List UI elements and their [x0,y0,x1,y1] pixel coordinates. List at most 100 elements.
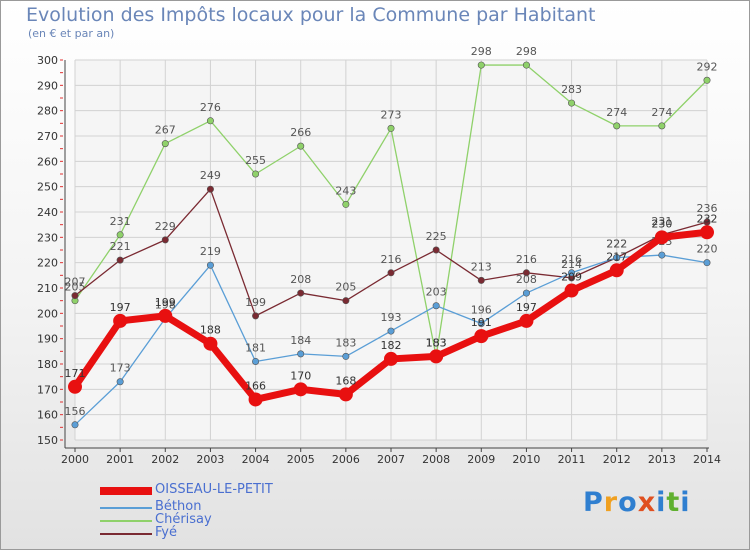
data-label-oisseau-le-petit: 197 [516,301,537,314]
data-point-oisseau-le-petit [203,336,218,351]
data-label-cherisay: 231 [110,215,131,228]
data-point-oisseau-le-petit [609,263,624,278]
data-label-cherisay: 205 [65,281,86,294]
data-point-bethon [71,421,79,429]
legend-swatch [100,533,152,535]
x-tick-label: 2013 [648,453,676,466]
data-label-cherisay: 266 [290,126,311,139]
data-point-bethon [206,261,214,269]
data-label-fye: 213 [471,260,492,273]
logo-letter: t [666,487,681,518]
data-label-cherisay: 267 [155,124,176,137]
data-label-oisseau-le-petit: 217 [606,250,627,263]
y-tick-label: 150 [37,434,58,447]
data-point-bethon [387,327,395,335]
chart-subtitle: (en € et par an) [28,27,115,40]
data-point-bethon [342,352,350,360]
y-tick-label: 220 [37,257,58,270]
y-tick-label: 260 [37,155,58,168]
data-point-cherisay [116,231,124,239]
data-label-fye: 214 [561,258,582,271]
data-point-bethon [477,319,485,327]
data-point-oisseau-le-petit [564,283,579,298]
data-point-fye [161,236,169,244]
data-label-fye: 205 [335,281,356,294]
data-point-fye [252,312,260,320]
data-label-fye: 208 [290,273,311,286]
data-point-bethon [658,251,666,259]
logo-letter: r [603,487,619,518]
x-tick-label: 2014 [693,453,721,466]
data-label-bethon: 222 [606,238,627,251]
y-tick-label: 280 [37,105,58,118]
data-label-fye: 221 [110,240,131,253]
data-point-oisseau-le-petit [113,313,128,328]
y-tick-label: 160 [37,409,58,422]
y-tick-label: 270 [37,130,58,143]
data-point-cherisay [297,142,305,150]
data-label-oisseau-le-petit: 209 [561,271,582,284]
data-label-fye: 249 [200,169,221,182]
data-label-bethon: 203 [426,286,447,299]
data-point-cherisay [342,200,350,208]
data-point-oisseau-le-petit [293,382,308,397]
data-point-cherisay [703,76,711,84]
x-tick-label: 2000 [61,453,89,466]
data-label-bethon: 196 [471,303,492,316]
data-label-fye: 207 [65,276,86,289]
data-point-oisseau-le-petit [68,379,82,394]
data-point-cherisay [387,124,395,132]
y-tick-label: 250 [37,181,58,194]
data-point-cherisay [206,117,214,125]
data-label-oisseau-le-petit: 191 [471,316,492,329]
data-point-cherisay [252,170,260,178]
data-point-oisseau-le-petit [338,387,353,402]
x-tick-label: 2003 [196,453,224,466]
legend-label: Béthon [155,499,202,514]
data-point-oisseau-le-petit [700,225,714,240]
data-label-fye: 199 [245,296,266,309]
data-point-fye [297,289,305,297]
legend-swatch [100,507,152,509]
data-point-cherisay [658,122,666,130]
data-label-oisseau-le-petit: 230 [651,217,672,230]
data-point-bethon [703,259,711,267]
data-label-fye: 229 [155,220,176,233]
data-label-oisseau-le-petit: 232 [697,212,718,225]
data-point-fye [387,269,395,277]
logo-letter: P [583,487,604,518]
data-point-oisseau-le-petit [519,313,534,328]
data-point-cherisay [477,61,485,69]
y-tick-label: 190 [37,333,58,346]
data-point-fye [206,185,214,193]
y-tick-label: 200 [37,307,58,320]
data-point-oisseau-le-petit [384,351,398,366]
data-label-bethon: 208 [516,273,537,286]
logo-letter: o [618,487,638,518]
y-tick-label: 170 [37,383,58,396]
data-point-fye [522,269,530,277]
x-tick-label: 2006 [332,453,360,466]
data-label-cherisay: 273 [381,108,402,121]
data-label-bethon: 156 [65,405,86,418]
data-label-fye: 216 [381,253,402,266]
y-tick-label: 240 [37,206,58,219]
legend-label: Fyé [155,525,177,540]
legend-label: OISSEAU-LE-PETIT [155,482,273,497]
data-point-fye [342,297,350,305]
y-tick-label: 210 [37,282,58,295]
data-label-bethon: 219 [200,245,221,258]
y-tick-label: 180 [37,358,58,371]
data-label-cherisay: 243 [335,184,356,197]
data-point-oisseau-le-petit [654,230,669,245]
data-point-bethon [522,289,530,297]
legend-label: Chérisay [155,512,212,527]
data-label-fye: 216 [516,253,537,266]
data-point-oisseau-le-petit [248,392,263,407]
data-point-bethon [297,350,305,358]
data-label-cherisay: 276 [200,101,221,114]
data-point-cherisay [568,99,576,107]
data-point-cherisay [613,122,621,130]
x-tick-label: 2009 [467,453,495,466]
data-point-cherisay [161,140,169,148]
